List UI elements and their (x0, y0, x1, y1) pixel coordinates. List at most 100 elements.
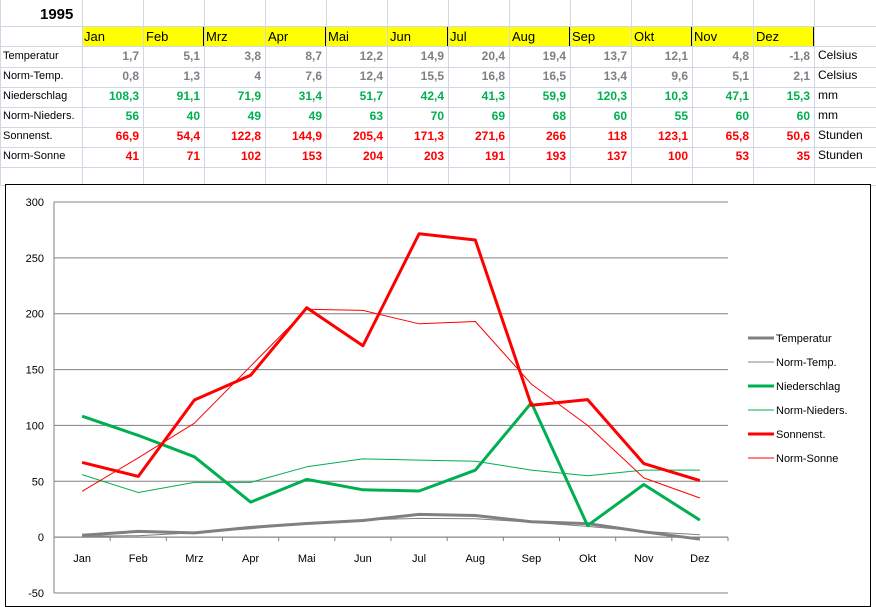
legend-label: Sonnenst. (776, 429, 826, 441)
x-tick-label: Sep (522, 553, 542, 565)
grid-line (0, 147, 876, 148)
table-cell: 65,8 (725, 129, 749, 143)
table-cell: 2,1 (793, 69, 810, 83)
row-unit: Stunden (818, 128, 863, 142)
table-cell: 193 (545, 149, 566, 163)
grid-line (753, 0, 754, 185)
grid-line (692, 0, 693, 185)
legend-label: Norm-Sonne (776, 453, 838, 465)
series-line-sonnenst- (81, 232, 701, 483)
month-label-nov: Nov (694, 29, 718, 44)
table-cell: 41 (125, 149, 139, 163)
grid-line (0, 127, 876, 128)
grid-line (0, 167, 876, 168)
grid-line (631, 0, 632, 185)
x-tick-label: Jul (412, 553, 426, 565)
table-cell: 100 (667, 149, 688, 163)
table-cell: 4,8 (732, 49, 749, 63)
legend-label: Temperatur (776, 333, 832, 345)
table-cell: 53 (735, 149, 749, 163)
row-unit: Celsius (818, 68, 858, 82)
table-cell: 69 (491, 109, 505, 123)
table-cell: -1,8 (789, 49, 810, 63)
grid-line (265, 0, 266, 185)
table-cell: 137 (606, 149, 627, 163)
row-label: Sonnenst. (3, 130, 53, 142)
table-cell: 13,4 (603, 69, 627, 83)
table-cell: 205,4 (352, 129, 383, 143)
x-tick-label: Nov (634, 553, 654, 565)
table-cell: 266 (545, 129, 566, 143)
table-cell: 49 (308, 109, 322, 123)
x-tick-label: Jan (73, 553, 91, 565)
grid-line (570, 0, 571, 185)
table-cell: 102 (240, 149, 261, 163)
table-cell: 41,3 (481, 89, 505, 103)
row-label: Norm-Sonne (3, 150, 66, 162)
table-cell: 8,7 (305, 49, 322, 63)
row-unit: Stunden (818, 148, 863, 162)
grid-line (204, 0, 205, 185)
table-cell: 204 (362, 149, 383, 163)
month-label-jul: Jul (450, 29, 467, 44)
table-cell: 14,9 (420, 49, 444, 63)
month-label-okt: Okt (634, 29, 655, 44)
table-cell: 60 (796, 109, 810, 123)
table-cell: 68 (552, 109, 566, 123)
grid-line (0, 87, 876, 88)
table-cell: 91,1 (176, 89, 200, 103)
table-cell: 108,3 (108, 89, 139, 103)
table-cell: 13,7 (603, 49, 627, 63)
table-cell: 50,6 (786, 129, 810, 143)
table-cell: 42,4 (420, 89, 444, 103)
table-cell: 171,3 (413, 129, 444, 143)
x-tick-label: Mai (298, 553, 316, 565)
row-label: Norm-Nieders. (3, 110, 75, 122)
table-cell: 70 (430, 109, 444, 123)
y-tick-label: 200 (26, 309, 44, 321)
table-cell: 12,2 (359, 49, 383, 63)
table-cell: 9,6 (671, 69, 688, 83)
table-cell: 118 (607, 129, 627, 143)
table-cell: 16,8 (481, 69, 505, 83)
table-cell: 123,1 (657, 129, 688, 143)
table-cell: 56 (125, 109, 139, 123)
table-cell: 20,4 (481, 49, 505, 63)
line-chart: -50 0 50 100 150 200 250 300 Jan Feb Mrz Apr Mai Jun J… (5, 184, 871, 607)
table-cell: 3,8 (244, 49, 261, 63)
x-tick-label: Jun (354, 553, 372, 565)
x-tick-label: Dez (690, 553, 710, 565)
year-heading: 1995 (40, 6, 74, 23)
row-unit: Celsius (818, 48, 858, 62)
series-line-temperatur (81, 512, 701, 541)
grid-line (0, 0, 1, 185)
y-tick-label: 0 (38, 532, 44, 544)
row-label: Norm-Temp. (3, 70, 64, 82)
table-cell: 4 (254, 69, 261, 83)
y-tick-label: 50 (32, 476, 44, 488)
row-unit: mm (818, 88, 838, 102)
grid-line (0, 107, 876, 108)
series-line-norm-temp- (82, 517, 700, 537)
month-label-apr: Apr (268, 29, 289, 44)
month-label-mrz: Mrz (206, 29, 228, 44)
row-label: Niederschlag (3, 90, 68, 102)
table-cell: 144,9 (291, 129, 322, 143)
month-label-jan: Jan (84, 29, 105, 44)
y-tick-label: 100 (26, 420, 44, 432)
table-cell: 31,4 (298, 89, 322, 103)
table-cell: 0,8 (122, 69, 139, 83)
legend-label: Niederschlag (776, 381, 840, 393)
grid-line (82, 0, 83, 185)
table-cell: 35 (796, 149, 810, 163)
table-cell: 12,4 (359, 69, 383, 83)
table-cell: 40 (186, 109, 200, 123)
month-label-feb: Feb (146, 29, 169, 44)
table-cell: 7,6 (305, 69, 322, 83)
month-label-aug: Aug (512, 29, 536, 44)
y-tick-label: 300 (26, 197, 44, 209)
month-label-jun: Jun (390, 29, 411, 44)
table-cell: 1,7 (122, 49, 139, 63)
table-cell: 60 (735, 109, 749, 123)
